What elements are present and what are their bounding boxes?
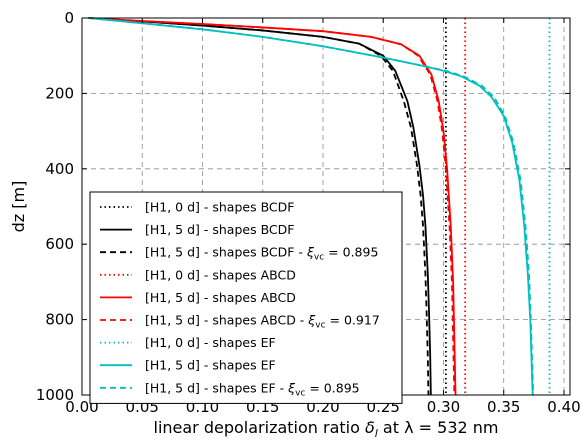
legend-label-2: [H1, 5 d] - shapes BCDF: [145, 222, 294, 237]
legend-label-5: [H1, 5 d] - shapes ABCD: [145, 290, 296, 305]
y-axis-label: dz [m]: [9, 181, 28, 233]
series-line-9: [87, 17, 535, 396]
x-tick-label: 0.30: [427, 398, 460, 416]
legend-label-9: [H1, 5 d] - shapes EF - ξvc = 0.895: [145, 380, 360, 398]
y-tick-label: 200: [45, 84, 74, 102]
legend-box: [89, 191, 403, 404]
legend: [H1, 0 d] - shapes BCDF [H1, 5 d] - shape…: [89, 191, 403, 404]
legend-label-6: [H1, 5 d] - shapes ABCD - ξvc = 0.917: [145, 313, 380, 331]
legend-label-4: [H1, 0 d] - shapes ABCD: [145, 267, 296, 282]
x-tick-label: 0.40: [547, 398, 580, 416]
legend-label-8: [H1, 5 d] - shapes EF: [145, 358, 276, 373]
y-tick-label: 400: [45, 160, 74, 178]
y-tick-label: 600: [45, 235, 74, 253]
legend-label-7: [H1, 0 d] - shapes EF: [145, 335, 276, 350]
x-axis-label: linear depolarization ratio δl at λ = 53…: [154, 418, 499, 440]
y-tick-label: 1000: [36, 386, 74, 404]
legend-label-1: [H1, 0 d] - shapes BCDF: [145, 200, 294, 215]
y-tick-label: 800: [45, 311, 74, 329]
y-tick-label: 0: [64, 9, 74, 27]
legend-label-3: [H1, 5 d] - shapes BCDF - ξvc = 0.895: [145, 245, 378, 263]
series-line-3: [87, 17, 430, 396]
x-tick-label: 0.35: [487, 398, 520, 416]
series-line-6: [87, 17, 456, 396]
series-group: [87, 17, 551, 396]
